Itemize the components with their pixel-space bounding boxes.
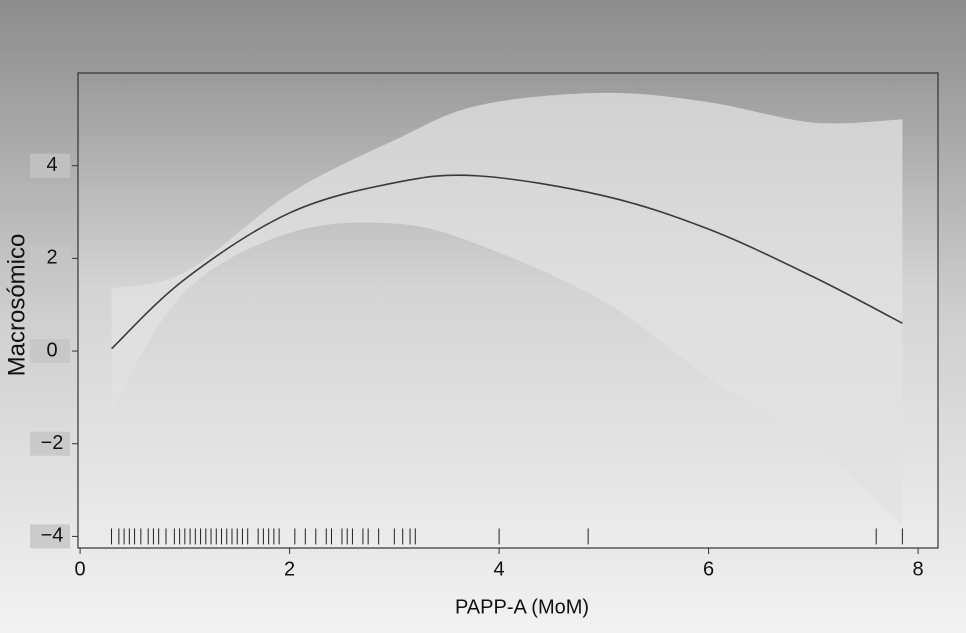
confidence-band [111, 92, 903, 526]
y-tick-label-bg [30, 153, 70, 178]
y-tick-label-bg [30, 246, 70, 271]
y-tick-label-bg [30, 524, 70, 549]
x-axis-label: PAPP-A (MoM) [455, 596, 589, 618]
y-tick-label: 4 [46, 154, 57, 176]
y-tick-label: −4 [41, 525, 64, 547]
y-tick-label: 0 [46, 339, 57, 361]
y-tick-label: −2 [41, 432, 64, 454]
x-tick-label: 6 [703, 558, 714, 580]
y-axis-label: Macrosómico [3, 234, 30, 377]
fit-line [110, 174, 903, 350]
y-tick-label-bg [30, 431, 70, 456]
x-tick-label: 2 [284, 558, 295, 580]
x-tick-label: 8 [913, 558, 924, 580]
y-tick-label: 2 [46, 247, 57, 269]
x-tick-label: 4 [494, 558, 505, 580]
y-tick-label-bg [30, 339, 70, 364]
plot-frame [77, 72, 939, 549]
x-tick-label: 0 [75, 558, 86, 580]
